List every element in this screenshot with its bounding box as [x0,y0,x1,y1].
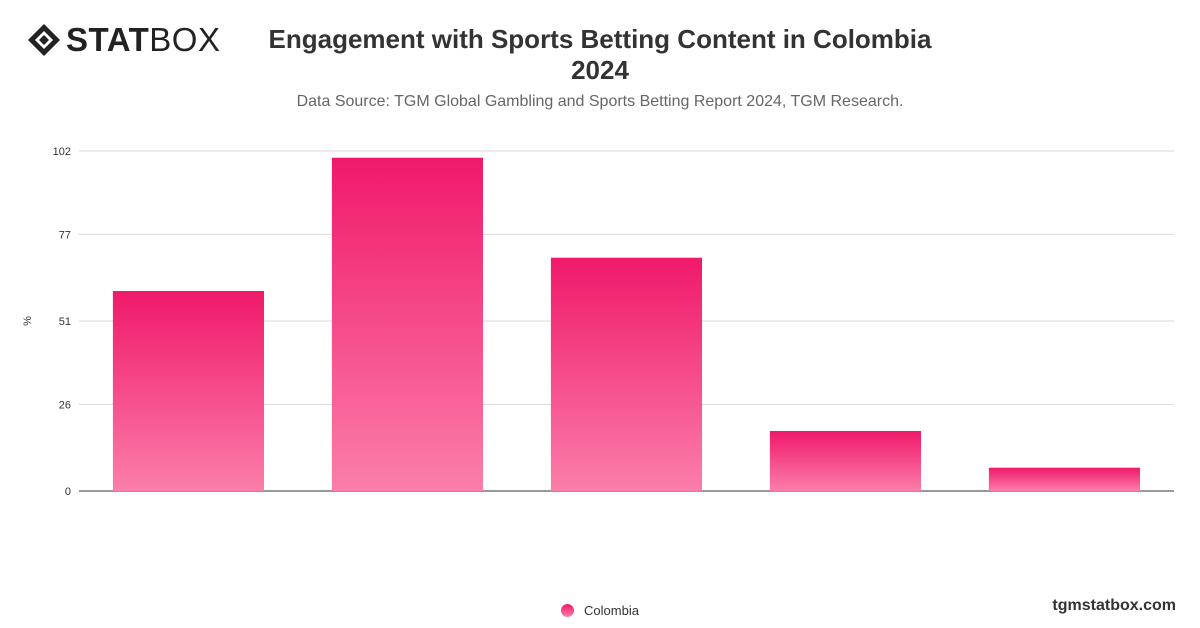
bars [112,157,1140,491]
chart-title-line1: Engagement with Sports Betting Content i… [268,24,932,54]
logo-text-light: BOX [149,21,221,58]
chart-title: Engagement with Sports Betting Content i… [240,24,960,86]
logo-text: STATBOX [66,22,220,58]
y-tick-label: 0 [65,486,71,498]
bar-colombia-3[interactable] [550,257,702,491]
chart-title-line2: 2024 [571,55,629,85]
bar-colombia-1[interactable] [112,291,265,491]
brand-url: tgmstatbox.com [1052,597,1176,614]
y-tick-label: 51 [59,316,71,328]
y-tick-label: 77 [59,229,71,241]
y-tick-labels: 0 26 51 77 102 [53,146,71,498]
bar-colombia-2[interactable] [331,157,483,491]
y-tick-label: 102 [53,146,71,158]
logo-text-bold: STAT [66,21,150,58]
chart-subtitle: Data Source: TGM Global Gambling and Spo… [296,93,904,110]
legend[interactable]: Colombia [0,603,1200,618]
y-tick-label: 26 [59,399,71,411]
legend-label-colombia: Colombia [584,603,639,618]
bar-colombia-4[interactable] [769,431,921,491]
legend-swatch-colombia [561,604,575,617]
statbox-diamond-icon [28,24,60,56]
statbox-logo: STATBOX [26,22,220,58]
y-axis-label: % [22,316,34,326]
bar-colombia-5[interactable] [988,467,1140,491]
